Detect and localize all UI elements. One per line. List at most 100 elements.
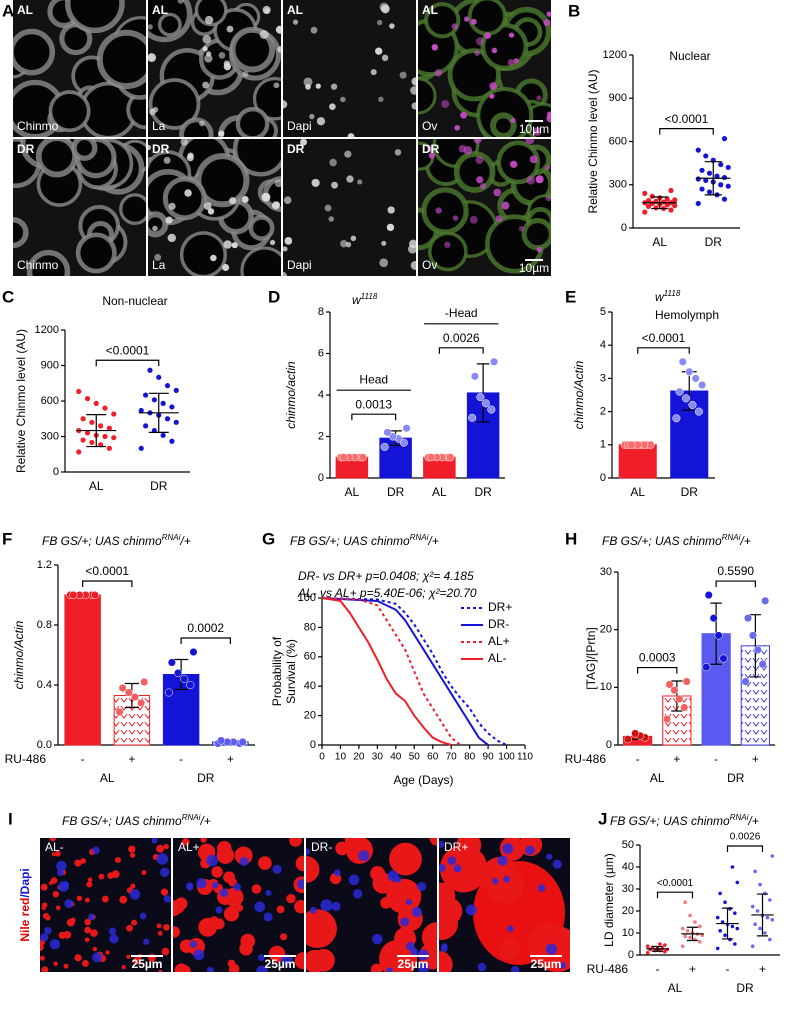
lipid-droplet <box>439 950 453 972</box>
condition-label: DR <box>422 142 440 156</box>
lipid-droplet <box>160 888 169 896</box>
y-tick-label: 4 <box>318 389 324 401</box>
error-bar <box>476 363 490 423</box>
nucleus <box>340 96 346 103</box>
cell-outline <box>162 176 207 221</box>
nucleus <box>331 901 341 912</box>
y-tick-label: 600 <box>41 395 59 407</box>
nucleus <box>306 848 311 856</box>
y-tick-label: 900 <box>609 92 627 104</box>
nucleus <box>315 83 321 89</box>
chart-title: Non-nuclear <box>102 294 167 308</box>
lipid-droplet <box>114 857 121 863</box>
nucleus <box>389 23 395 29</box>
y-tick-label: 600 <box>609 135 627 147</box>
nucleus <box>108 927 117 935</box>
nucleus <box>463 145 473 155</box>
nucleus <box>439 841 445 848</box>
lipid-droplet <box>40 883 48 891</box>
nucleus <box>417 962 430 972</box>
y-axis-label: chinmo/Actin <box>572 360 586 429</box>
x-tick-label: - <box>656 962 660 976</box>
data-point <box>80 416 86 422</box>
group-label: -Head <box>445 306 478 320</box>
error-bar <box>86 414 107 448</box>
cell-outline <box>179 231 227 276</box>
data-point <box>89 439 95 446</box>
data-point <box>721 174 728 181</box>
p-value: 0.0013 <box>355 397 392 411</box>
lipid-droplet <box>217 841 232 856</box>
nucleus <box>536 246 543 253</box>
data-point <box>725 183 731 189</box>
data-point <box>758 882 762 887</box>
data-point <box>358 453 367 462</box>
cell-outline <box>496 140 541 185</box>
data-point <box>688 400 697 410</box>
x-row-label: RU-486 <box>565 752 607 766</box>
lipid-droplet <box>239 942 253 956</box>
p-value: 0.0026 <box>443 331 480 345</box>
lipid-droplet <box>52 890 60 898</box>
nucleus <box>358 850 370 862</box>
nucleus <box>375 47 383 55</box>
superscript: RNAi <box>182 813 201 822</box>
y-tick-label: 10 <box>600 681 612 693</box>
nucleus <box>344 150 352 158</box>
data-point <box>160 432 166 438</box>
data-point <box>699 186 705 192</box>
lipid-droplet <box>121 964 126 970</box>
data-point <box>151 397 157 403</box>
lipid-droplet <box>158 969 163 972</box>
data-point <box>733 911 737 915</box>
significance-bracket <box>659 128 714 135</box>
data-point <box>768 898 772 902</box>
nucleus <box>340 239 348 248</box>
x-tick-label: 40 <box>390 752 402 763</box>
data-point <box>685 929 690 933</box>
significance-bracket <box>637 347 690 354</box>
image-bg <box>283 0 416 137</box>
nucleus <box>139 912 147 920</box>
data-point <box>721 196 728 202</box>
p-value: 0.0026 <box>730 832 761 843</box>
cell-outline <box>467 0 507 36</box>
p-value: 0.0003 <box>639 651 676 665</box>
cell-outline <box>240 246 281 276</box>
nucleus <box>152 225 158 232</box>
nucleus <box>305 83 311 90</box>
panel-letter: J <box>598 809 607 828</box>
y-tick-label: 8 <box>318 306 324 318</box>
panel-letter: D <box>268 287 280 306</box>
significance-bracket <box>637 666 678 674</box>
data-point <box>681 394 691 403</box>
lipid-droplet <box>133 956 141 965</box>
lipid-droplet <box>286 893 296 904</box>
data-point <box>695 200 701 207</box>
nucleus <box>283 271 287 276</box>
data-point <box>164 416 171 422</box>
channel-label: Chinmo <box>17 119 59 133</box>
cell-outline <box>64 0 125 34</box>
lipid-droplet <box>480 856 520 897</box>
lipid-droplet <box>370 866 386 882</box>
data-point <box>160 400 166 406</box>
lipid-droplet <box>421 922 437 953</box>
lipid-droplet <box>53 961 58 966</box>
x-tick-label: 70 <box>446 752 458 763</box>
nucleus <box>206 966 214 972</box>
cell-outline <box>48 90 91 133</box>
nucleus <box>387 206 395 214</box>
p-value: <0.0001 <box>642 331 686 345</box>
y-tick-label: 900 <box>41 359 59 371</box>
scale-bar-label: 10µm <box>519 261 549 275</box>
data-point <box>753 922 757 926</box>
micrograph <box>283 0 416 137</box>
nucleus <box>272 864 282 874</box>
text-part: FB GS/+; UAS chinmo <box>62 814 182 828</box>
lipid-droplet <box>105 950 110 955</box>
x-tick-label: AL <box>432 485 447 499</box>
lipid-droplet <box>41 905 46 911</box>
data-point <box>672 414 681 423</box>
nucleus <box>109 934 119 944</box>
